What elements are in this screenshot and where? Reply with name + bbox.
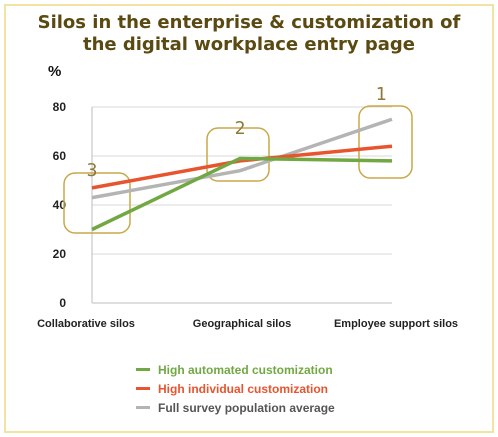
y-tick-label-0: 0: [59, 296, 66, 310]
y-tick-label-2: 40: [53, 198, 67, 212]
legend-label-2: Full survey population average: [158, 400, 335, 415]
series-line-2: [91, 117, 393, 200]
legend-item-2: Full survey population average: [136, 398, 335, 417]
annotation-box-1: [206, 127, 270, 182]
x-tick-label-1: Geographical silos: [193, 318, 291, 330]
series-line-1: [91, 144, 393, 190]
legend-swatch-2: [136, 406, 150, 409]
annotation-label-2: 1: [376, 84, 387, 105]
chart-title: Silos in the enterprise & customization …: [37, 12, 461, 55]
legend-swatch-0: [136, 368, 150, 371]
legend-item-1: High individual customization: [136, 379, 335, 398]
legend-swatch-1: [136, 387, 150, 390]
x-tick-label-0: Collaborative silos: [37, 318, 135, 330]
annotation-box-0: [63, 172, 131, 234]
series-line-0: [91, 156, 393, 232]
legend-item-0: High automated customization: [136, 360, 335, 379]
y-axis-label: %: [48, 63, 61, 80]
annotation-box-2: [358, 105, 413, 179]
y-tick-label-1: 20: [53, 247, 67, 261]
x-tick-label-2: Employee support silos: [334, 318, 458, 330]
legend-label-0: High automated customization: [158, 362, 333, 377]
annotation-label-0: 3: [87, 160, 98, 181]
chart-card: [4, 4, 494, 433]
annotation-label-1: 2: [235, 118, 246, 139]
y-tick-label-3: 60: [53, 149, 67, 163]
chart-legend: High automated customization High indivi…: [136, 360, 335, 417]
y-tick-label-4: 80: [53, 100, 67, 114]
legend-label-1: High individual customization: [158, 381, 329, 396]
